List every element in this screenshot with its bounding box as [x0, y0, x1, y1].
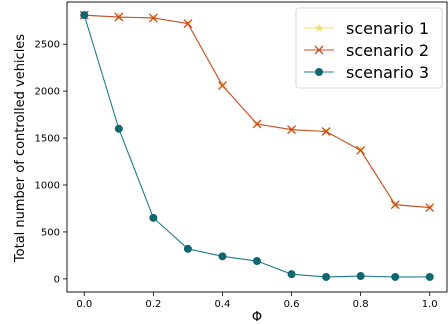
data-point-scenario-2	[217, 81, 227, 90]
data-point-scenario-2	[287, 125, 297, 135]
data-point-scenario-2-stroke-b	[148, 13, 158, 23]
legend: scenario 1 scenario 2 scenario 3	[295, 7, 443, 89]
data-point-scenario-3	[218, 252, 227, 261]
data-point-scenario-3	[425, 272, 434, 281]
y-tick-label: 500	[41, 227, 60, 238]
y-axis-label: Total number of controlled vehicles	[13, 34, 28, 263]
legend-marker-scenario-2	[314, 45, 324, 55]
axes-frame	[66, 1, 448, 293]
legend-item-scenario-3: scenario 3	[304, 63, 429, 82]
y-tick-label: 1500	[35, 134, 60, 145]
y-tick-label: 2500	[35, 40, 60, 51]
data-point-scenario-2-stroke-b	[183, 19, 193, 29]
data-point-scenario-3	[391, 272, 400, 281]
data-point-scenario-2-stroke-b	[321, 127, 331, 136]
x-tick-label: 1.0	[422, 299, 438, 310]
x-tick-label: 0.4	[215, 299, 231, 310]
data-point-scenario-3	[183, 244, 192, 253]
data-point-scenario-3	[114, 124, 123, 133]
x-tick-label: 0.6	[284, 299, 300, 310]
data-point-scenario-2-stroke-b	[114, 12, 124, 22]
data-point-scenario-2-stroke-b	[425, 203, 435, 212]
data-point-scenario-2	[252, 119, 262, 129]
plot-area: 0.0 0.2 0.4 0.6 0.8 1.0 0 500 1000 1500 2000 2500	[35, 1, 448, 310]
data-point-scenario-2	[183, 19, 193, 29]
x-tick-label: 0.8	[353, 299, 369, 310]
legend-label-scenario-3: scenario 3	[346, 63, 429, 82]
data-point-scenario-3	[356, 272, 365, 281]
data-point-scenario-3	[287, 270, 296, 279]
data-point-scenario-2-stroke-b	[287, 125, 297, 135]
legend-marker-scenario-3	[315, 68, 323, 76]
y-tick-label: 2000	[35, 87, 60, 98]
legend-item-scenario-1: scenario 1	[304, 19, 429, 38]
data-point-scenario-2	[114, 12, 124, 22]
x-tick-label: 0.0	[76, 299, 92, 310]
data-point-scenario-2-stroke-b	[217, 81, 227, 90]
y-tick-label: 1000	[35, 181, 60, 192]
data-point-scenario-2	[148, 13, 158, 23]
data-point-scenario-2-stroke-b	[356, 145, 366, 155]
series-scenario-3	[80, 11, 434, 281]
data-point-scenario-2	[390, 200, 400, 210]
data-point-scenario-3	[322, 272, 331, 281]
legend-marker-scenario-2-stroke-b	[314, 45, 324, 55]
data-point-scenario-2-stroke-b	[390, 200, 400, 210]
x-axis-label: Φ	[252, 310, 262, 324]
data-point-scenario-2	[425, 203, 435, 212]
data-point-scenario-2	[356, 145, 366, 155]
y-tick-label: 0	[54, 274, 60, 285]
legend-marker-scenario-1	[314, 23, 324, 32]
data-point-scenario-3	[149, 213, 158, 222]
legend-item-scenario-2: scenario 2	[304, 41, 429, 60]
legend-label-scenario-2: scenario 2	[346, 41, 429, 60]
data-point-scenario-3	[253, 257, 261, 266]
data-point-scenario-3	[80, 11, 89, 20]
x-tick-label: 0.2	[145, 299, 161, 310]
data-point-scenario-2-stroke-b	[252, 119, 262, 129]
data-point-scenario-2	[321, 127, 331, 136]
legend-label-scenario-1: scenario 1	[346, 19, 429, 38]
